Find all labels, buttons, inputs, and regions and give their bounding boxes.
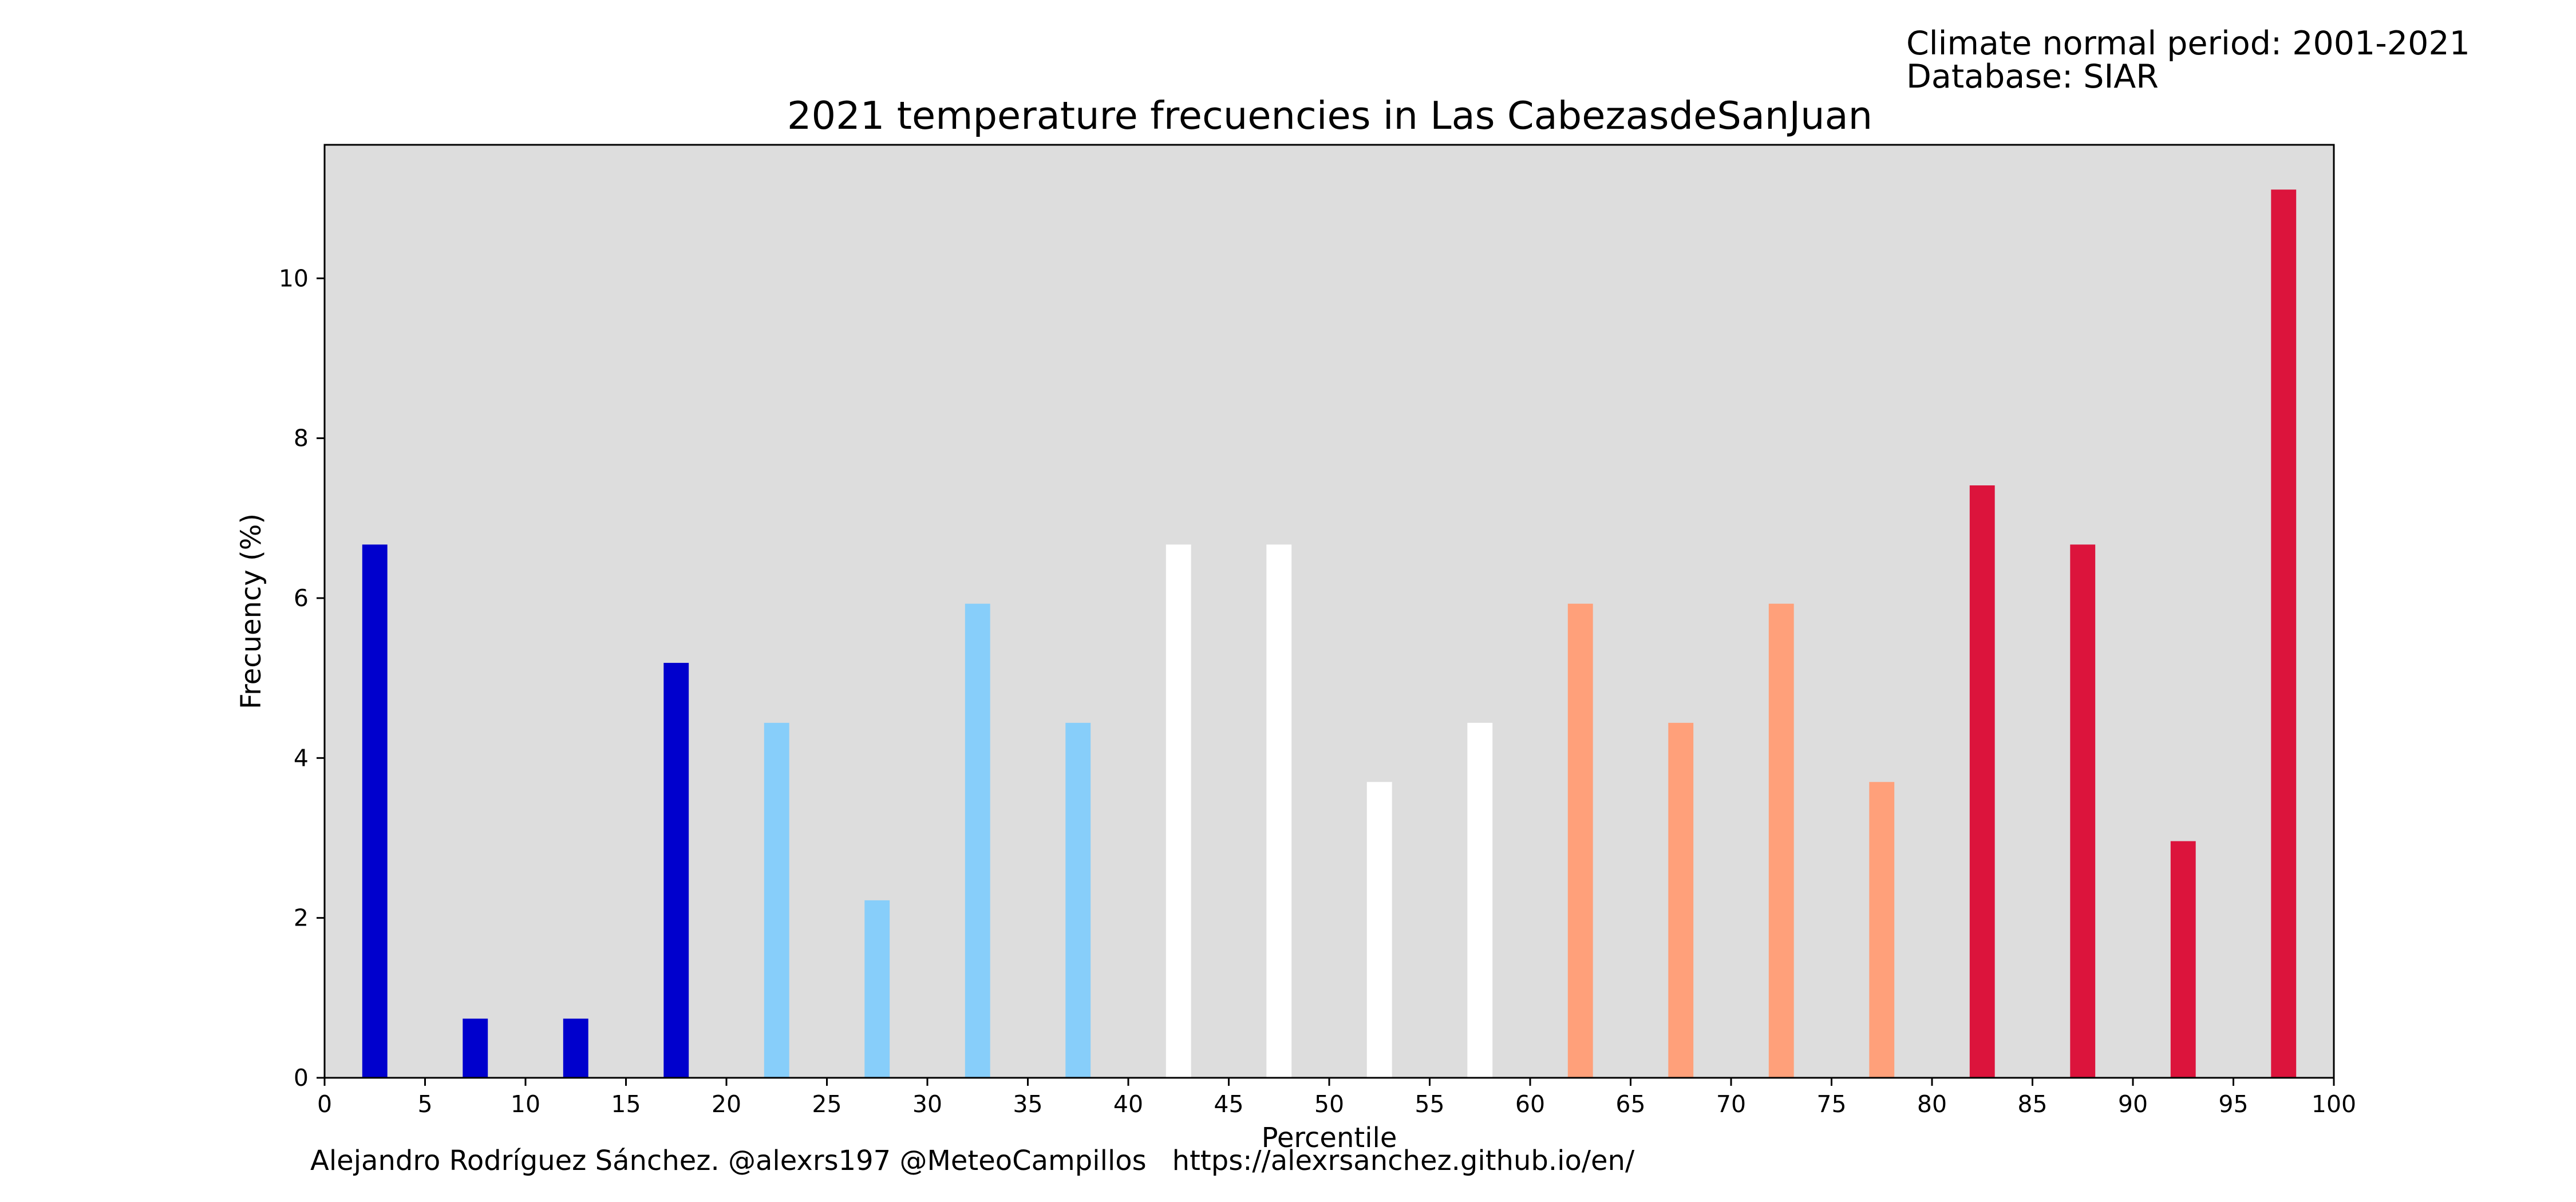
x-tick-label: 85	[2017, 1090, 2047, 1118]
x-tick-label: 20	[712, 1090, 741, 1118]
x-tick-label: 40	[1113, 1090, 1143, 1118]
y-tick-label: 6	[294, 584, 309, 612]
database-note: Database: SIAR	[1906, 58, 2159, 96]
x-tick-label: 55	[1415, 1090, 1444, 1118]
bar-82.5	[1969, 485, 1995, 1078]
bar-97.5	[2271, 189, 2297, 1078]
bar-27.5	[864, 900, 890, 1078]
bar-62.5	[1567, 603, 1593, 1078]
x-tick-label: 60	[1515, 1090, 1545, 1118]
y-tick-label: 8	[294, 425, 309, 452]
bar-37.5	[1065, 722, 1091, 1078]
bar-2.5	[362, 544, 388, 1078]
x-tick-label: 45	[1214, 1090, 1243, 1118]
x-tick-label: 25	[812, 1090, 841, 1118]
x-tick-label: 50	[1314, 1090, 1344, 1118]
bar-87.5	[2070, 544, 2096, 1078]
bar-57.5	[1467, 722, 1493, 1078]
y-tick-label: 10	[279, 264, 309, 292]
plot-area	[325, 145, 2334, 1078]
bar-72.5	[1768, 603, 1794, 1078]
footer-author: Alejandro Rodríguez Sánchez. @alexrs197 …	[310, 1145, 1147, 1177]
x-tick-label: 15	[611, 1090, 641, 1118]
y-tick-label: 2	[294, 904, 309, 932]
y-tick-label: 0	[294, 1064, 309, 1092]
bar-47.5	[1266, 544, 1292, 1078]
x-tick-label: 90	[2118, 1090, 2148, 1118]
bar-42.5	[1165, 544, 1191, 1078]
climate-period-note: Climate normal period: 2001-2021	[1906, 25, 2470, 62]
x-tick-label: 5	[417, 1090, 432, 1118]
bar-17.5	[663, 663, 689, 1078]
y-axis-ticks: 0 2 4 6 8 10	[279, 264, 325, 1092]
x-tick-label: 70	[1716, 1090, 1746, 1118]
x-tick-label: 75	[1816, 1090, 1846, 1118]
chart-title: 2021 temperature frecuencies in Las Cabe…	[787, 93, 1872, 138]
bar-7.5	[463, 1018, 488, 1078]
footer-credits: Alejandro Rodríguez Sánchez. @alexrs197 …	[310, 1145, 1634, 1177]
x-tick-label: 65	[1615, 1090, 1645, 1118]
y-tick-label: 4	[294, 744, 309, 772]
x-tick-label: 30	[912, 1090, 942, 1118]
x-tick-label: 80	[1917, 1090, 1947, 1118]
x-tick-label: 95	[2218, 1090, 2248, 1118]
y-axis-label: Frecuency (%)	[235, 513, 267, 709]
x-tick-label: 0	[317, 1090, 332, 1118]
bar-92.5	[2170, 841, 2196, 1078]
x-tick-label: 100	[2312, 1090, 2356, 1118]
x-axis-ticks: 0 5 10 15 20 25 30 35 40 45 50 55 60 65 70 75 80 85 90 95 10…	[317, 1078, 2356, 1118]
bars-group	[362, 189, 2297, 1078]
bar-52.5	[1366, 782, 1392, 1078]
bar-12.5	[563, 1018, 588, 1078]
bar-77.5	[1869, 782, 1895, 1078]
x-tick-label: 10	[511, 1090, 540, 1118]
bar-67.5	[1668, 722, 1694, 1078]
footer-url: https://alexrsanchez.github.io/en/	[1172, 1145, 1635, 1177]
bar-32.5	[965, 603, 990, 1078]
bar-22.5	[764, 722, 789, 1078]
x-axis-label: Percentile	[1262, 1122, 1397, 1154]
x-tick-label: 35	[1013, 1090, 1042, 1118]
